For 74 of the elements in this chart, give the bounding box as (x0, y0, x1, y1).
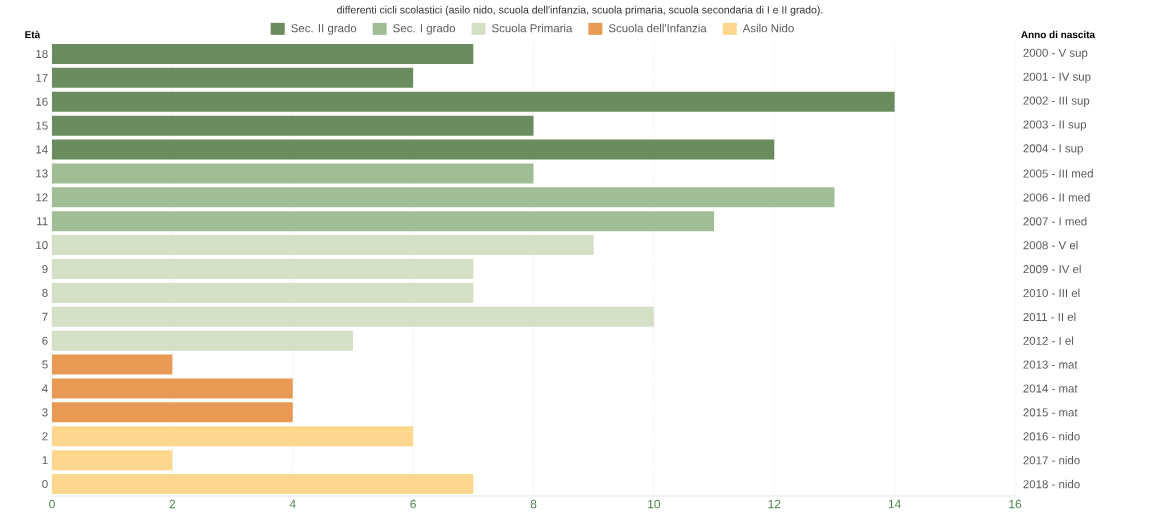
bar (52, 187, 835, 208)
legend-label: Sec. II grado (291, 23, 357, 35)
bar (52, 426, 414, 447)
y2-tick-label: 2003 - II sup (1023, 120, 1087, 131)
y2-tick-label: 2000 - V sup (1023, 48, 1088, 60)
x-tick-label: 12 (768, 499, 781, 509)
bar (52, 330, 353, 351)
y2-tick-label: 2007 - I med (1023, 217, 1087, 226)
bar (52, 235, 594, 256)
y2-tick-label: 2012 - I el (1023, 336, 1074, 345)
x-tick-label: 10 (648, 499, 661, 509)
bar (52, 450, 173, 471)
bar (52, 163, 534, 184)
y2-tick-label: 2016 - nido (1023, 432, 1080, 441)
y-tick-label: 17 (36, 73, 48, 82)
bar (52, 354, 173, 375)
bar (52, 67, 414, 88)
y2-tick-label: 2004 - I sup (1023, 144, 1083, 155)
y2-tick-label: 2009 - IV el (1023, 264, 1081, 274)
x-tick-label: 14 (888, 499, 901, 509)
bar (52, 139, 775, 160)
y-tick-label: 15 (36, 121, 48, 130)
legend-label: Asilo Nido (742, 23, 794, 33)
y-tick-label: 0 (42, 480, 48, 489)
y-tick-label: 4 (42, 384, 48, 393)
y-tick-label: 7 (42, 312, 48, 321)
y2-axis-title: Anno di nascita (1021, 30, 1096, 39)
x-tick-label: 8 (530, 499, 537, 509)
y2-tick-label: 2017 - nido (1023, 455, 1080, 465)
y-tick-label: 9 (42, 264, 48, 274)
y2-tick-label: 2014 - mat (1023, 384, 1078, 393)
chart-subtitle: differenti cicli scolastici (asilo nido, scuola dell'infanzia, scuola primaria, scuola secondaria di I e II grado). (337, 5, 823, 16)
bar (52, 402, 293, 423)
y-tick-label: 1 (42, 456, 48, 465)
bar (52, 378, 293, 399)
y-tick-label: 16 (36, 97, 48, 106)
bar (52, 115, 534, 136)
y2-tick-label: 2002 - III sup (1023, 96, 1090, 107)
y2-tick-label: 2011 - II el (1023, 312, 1076, 321)
bar (52, 259, 474, 279)
x-tick-label: 6 (410, 499, 416, 509)
x-tick-label: 2 (169, 499, 176, 509)
y-tick-label: 5 (42, 360, 48, 369)
bar (52, 43, 474, 64)
legend-label: Scuola dell'Infanzia (608, 23, 707, 33)
y2-tick-label: 2001 - IV sup (1023, 72, 1091, 84)
y2-tick-label: 2006 - II med (1023, 193, 1090, 202)
bar (52, 474, 474, 495)
legend-label: Scuola Primaria (492, 23, 573, 33)
y2-tick-label: 2018 - nido (1023, 479, 1080, 489)
y2-tick-label: 2015 - mat (1023, 408, 1078, 417)
y-tick-label: 2 (42, 432, 48, 441)
y-tick-label: 13 (36, 169, 48, 178)
y-tick-label: 11 (37, 217, 48, 226)
bar (52, 306, 654, 327)
y-tick-label: 8 (42, 288, 48, 297)
x-tick-label: 16 (1009, 499, 1022, 509)
y-tick-label: 6 (42, 336, 48, 345)
legend-label: Sec. I grado (393, 23, 456, 35)
y2-tick-label: 2013 - mat (1023, 360, 1078, 369)
y-tick-label: 12 (36, 193, 48, 202)
y-tick-label: 18 (36, 49, 48, 58)
x-tick-label: 4 (289, 499, 296, 509)
bar (52, 211, 715, 232)
y-tick-label: 3 (42, 408, 48, 417)
bar (52, 282, 474, 303)
y-axis-title: Età (25, 30, 41, 39)
y2-tick-label: 2010 - III el (1023, 288, 1080, 298)
bar (52, 91, 895, 112)
y-tick-label: 10 (36, 241, 48, 250)
y2-tick-label: 2005 - III med (1023, 169, 1093, 178)
x-tick-label: 0 (49, 499, 55, 509)
y2-tick-label: 2008 - V el (1023, 240, 1078, 250)
y-tick-label: 14 (36, 145, 48, 154)
